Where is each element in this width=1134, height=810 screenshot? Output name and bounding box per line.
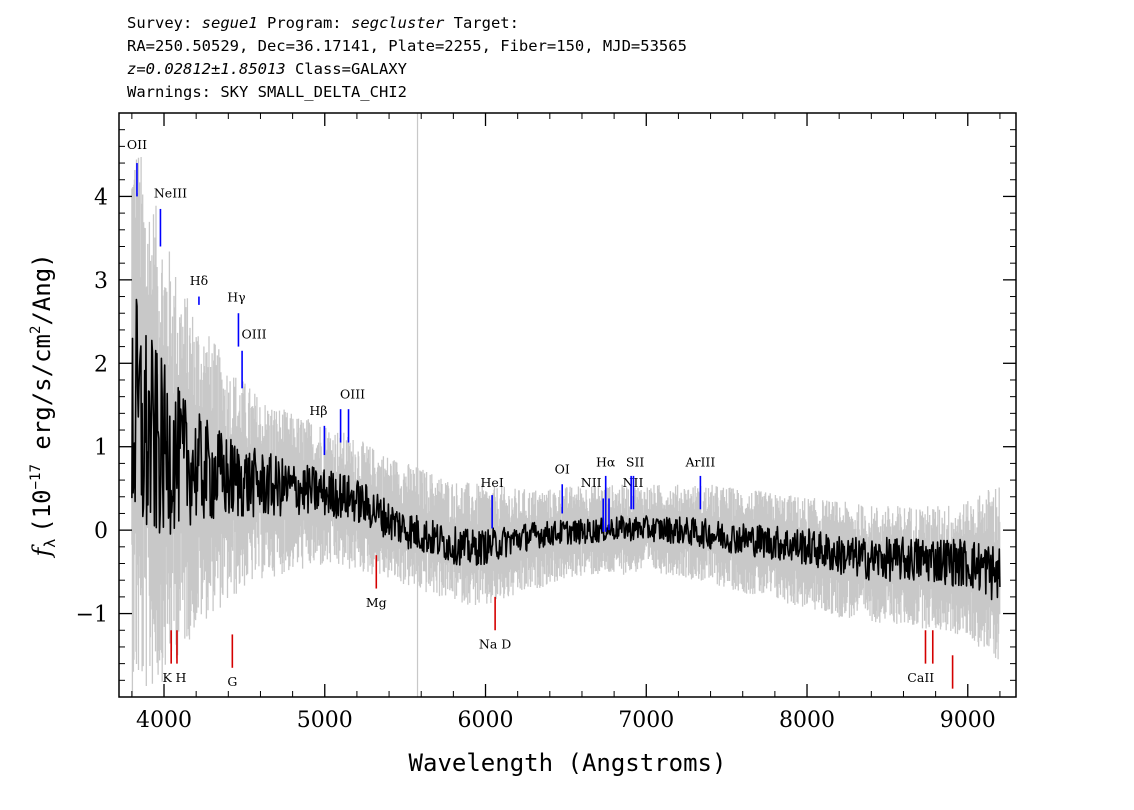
y-tick-label: 2 [94, 352, 108, 377]
tick-label-layer: 4000 5000 6000 7000 8000 9000 −1 0 1 2 3 4 [76, 185, 996, 733]
line-marker-label: ArIII [684, 455, 715, 470]
y-axis-unit-exp: −17 [28, 464, 44, 489]
flux-layer [131, 298, 1001, 601]
spectrum-header: Survey: segue1 Program: segcluster Targe… [127, 12, 687, 104]
line-marker-label: Hα [596, 455, 616, 470]
y-axis-unit-start: (10 [28, 489, 56, 532]
error-band-layer [131, 113, 1001, 697]
survey-value: segue1 [201, 14, 258, 32]
line-marker-label: OII [127, 137, 147, 152]
line-marker-label: NeIII [154, 185, 187, 200]
x-tick-label: 4000 [136, 708, 192, 733]
header-line-survey: Survey: segue1 Program: segcluster Targe… [127, 12, 687, 35]
line-marker-label: OIII [340, 386, 365, 401]
x-tick-label: 6000 [458, 708, 514, 733]
header-line-coordinates: RA=250.50529, Dec=36.17141, Plate=2255, … [127, 37, 687, 55]
target-label: Target: [444, 14, 519, 32]
y-axis-unit-exp2: 2 [28, 326, 44, 334]
line-marker-label: Hβ [309, 403, 327, 418]
line-marker-label: G [227, 674, 237, 689]
y-tick-label: −1 [76, 603, 108, 628]
y-axis-unit-rest: erg/s/cm [28, 334, 56, 464]
tick-layer [119, 113, 1016, 697]
line-marker-label: OIII [242, 326, 267, 341]
header-line-redshift: z=0.02812±1.85013 Class=GALAXY [127, 58, 687, 81]
x-tick-label: 7000 [618, 708, 674, 733]
line-marker-label: CaII [907, 670, 934, 685]
plot-frame [118, 112, 1017, 698]
line-marker-label: Hδ [190, 273, 208, 288]
y-tick-label: 4 [94, 185, 108, 210]
y-tick-label: 3 [94, 269, 108, 294]
line-marker-label: Mg [366, 595, 387, 610]
y-axis-symbol-sub: λ [41, 539, 59, 548]
redshift-value: z=0.02812±1.85013 [127, 60, 286, 78]
program-label: Program: [257, 14, 351, 32]
x-tick-label: 9000 [940, 708, 996, 733]
line-marker-layer: OIINeIIIHδHγOIIIHβOIIIHeIOINIIHαNIISIIAr… [127, 137, 954, 689]
header-line-warnings: Warnings: SKY SMALL_DELTA_CHI2 [127, 83, 407, 101]
x-axis-title: Wavelength (Angstroms) [409, 749, 727, 777]
error-band [131, 157, 1001, 697]
line-marker-label: HeI [481, 475, 504, 490]
class-value: Class=GALAXY [285, 60, 407, 78]
line-marker-label: SII [626, 455, 645, 470]
x-tick-label: 5000 [297, 708, 353, 733]
line-marker-label: H [176, 670, 187, 685]
y-tick-label: 1 [94, 436, 108, 461]
line-marker-label: Na D [479, 637, 511, 652]
y-axis-unit-end: /Ang) [28, 253, 56, 325]
line-marker-label: Hγ [227, 290, 245, 305]
y-axis-title: fλ(10−17 erg/s/cm2/Ang) [28, 253, 59, 558]
y-tick-label: 0 [94, 519, 108, 544]
line-marker-label: OI [555, 461, 570, 476]
line-marker-label: NII [581, 475, 602, 490]
x-tick-label: 8000 [779, 708, 835, 733]
line-marker-label: K [163, 670, 173, 685]
survey-label: Survey: [127, 14, 202, 32]
flux-line [131, 298, 1001, 601]
program-value: segcluster [350, 14, 445, 32]
